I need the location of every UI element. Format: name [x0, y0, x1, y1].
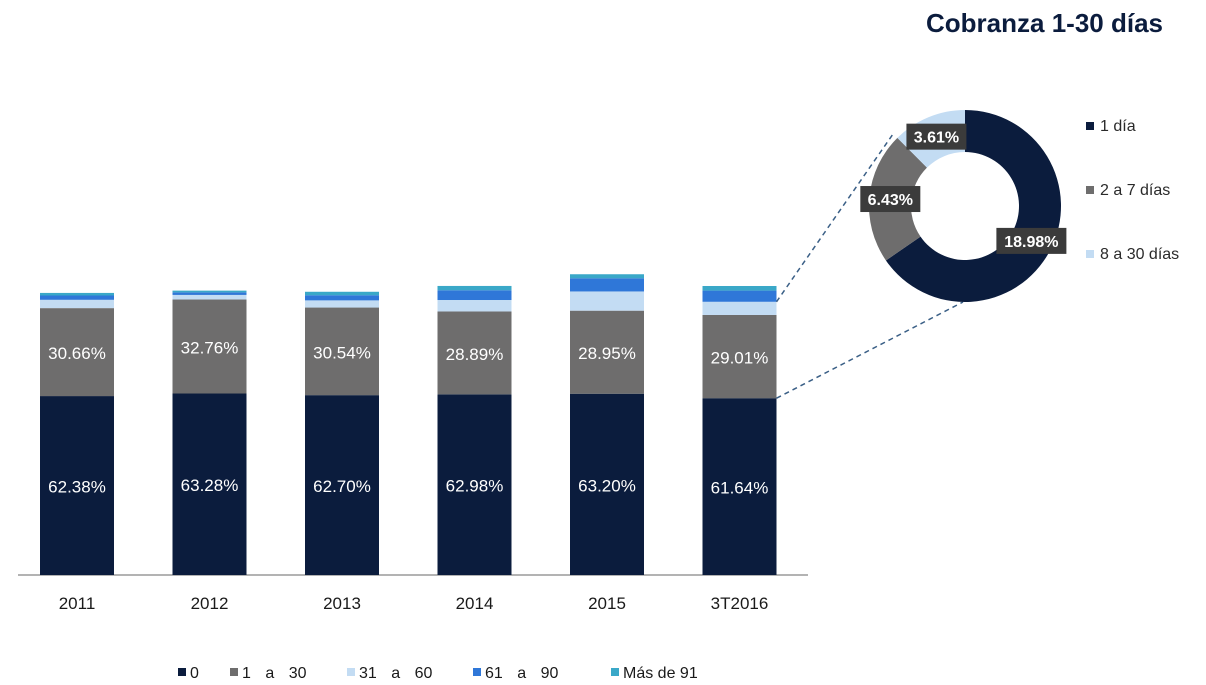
stacked-bars: 62.38% 30.66% 63.28% 32.76% 62.70% 30.54% 62.9…	[40, 274, 777, 575]
bar-segment	[172, 393, 247, 575]
legend-swatch	[1086, 250, 1094, 258]
data-label: 62.38%	[48, 478, 106, 497]
connector-line-top	[775, 133, 894, 303]
donut-connector-lines	[775, 133, 964, 399]
data-label: 29.01%	[711, 349, 769, 368]
data-label: 28.89%	[446, 345, 504, 364]
bar-legend: 0 1 a 30 31 a 60 61 a 90 Más de 91	[178, 665, 698, 682]
legend-swatch	[347, 668, 355, 676]
bar-segment	[437, 394, 512, 575]
bar-segment	[172, 294, 247, 300]
data-label: 63.28%	[181, 476, 239, 495]
bar-segment	[570, 274, 644, 279]
bar-segment	[305, 291, 379, 296]
bar-segment	[305, 307, 379, 396]
data-label: 28.95%	[578, 344, 636, 363]
bar-segment	[40, 292, 114, 296]
donut-chart: 18.98% 6.43% 3.61%	[860, 109, 1067, 303]
legend-label: Más de 91	[623, 665, 698, 682]
x-tick-label: 2014	[456, 594, 494, 613]
bar-segment	[437, 300, 512, 312]
legend-swatch	[473, 668, 481, 676]
legend-swatch	[1086, 122, 1094, 130]
donut-label-box	[906, 123, 967, 150]
bar-segment	[40, 295, 114, 300]
bar-segment	[305, 395, 379, 575]
data-label: 61.64%	[711, 479, 769, 498]
donut-data-label: 3.61%	[914, 130, 959, 147]
legend-label: 8 a 30 días	[1100, 246, 1179, 263]
legend-swatch	[230, 668, 238, 676]
donut-data-label: 6.43%	[868, 192, 913, 209]
data-label: 62.70%	[313, 477, 371, 496]
bar-segment	[702, 290, 777, 302]
x-tick-label: 2012	[191, 594, 229, 613]
bar-segment	[172, 299, 247, 394]
bar-segment	[702, 314, 777, 399]
bar-segment	[570, 278, 644, 292]
legend-swatch	[178, 668, 186, 676]
bar-segment	[437, 290, 512, 301]
x-tick-label: 2015	[588, 594, 626, 613]
data-label: 30.54%	[313, 343, 371, 362]
connector-line-bottom	[776, 301, 964, 399]
bar-segment	[702, 286, 777, 291]
bar-segment	[172, 292, 247, 295]
donut-data-label: 18.98%	[1004, 234, 1058, 251]
donut-slice	[885, 110, 1061, 303]
data-label: 32.76%	[181, 339, 239, 358]
bar-segment	[702, 301, 777, 315]
donut-label-box	[860, 186, 921, 213]
legend-swatch	[1086, 186, 1094, 194]
donut-label-box	[996, 227, 1067, 254]
donut-legend: 1 día 2 a 7 días 8 a 30 días	[1086, 118, 1179, 263]
donut-title: Cobranza 1-30 días	[926, 8, 1163, 38]
legend-label: 61 a 90	[485, 665, 558, 682]
legend-label: 0	[190, 665, 199, 682]
data-label: 62.98%	[446, 477, 504, 496]
x-tick-label: 2013	[323, 594, 361, 613]
legend-label: 1 a 30	[242, 665, 307, 682]
bar-segment	[437, 285, 512, 291]
x-tick-label: 3T2016	[711, 594, 769, 613]
x-tick-label: 2011	[59, 594, 96, 613]
bar-segment	[172, 290, 247, 293]
bar-segment	[570, 393, 644, 575]
bar-segment	[702, 398, 777, 575]
bar-segment	[570, 310, 644, 394]
bar-segment	[40, 396, 114, 575]
data-label: 63.20%	[578, 476, 636, 495]
bar-segment	[437, 311, 512, 395]
legend-label: 31 a 60	[359, 665, 432, 682]
bar-segment	[305, 295, 379, 301]
bar-segment	[40, 308, 114, 397]
bar-segment	[40, 299, 114, 309]
bar-segment	[305, 300, 379, 308]
data-label: 30.66%	[48, 344, 106, 363]
legend-swatch	[611, 668, 619, 676]
legend-label: 2 a 7 días	[1100, 182, 1170, 199]
legend-label: 1 día	[1100, 118, 1136, 135]
x-tick-labels: 2011 2012 2013 2014 2015 3T2016	[59, 594, 769, 613]
bar-segment	[570, 291, 644, 311]
